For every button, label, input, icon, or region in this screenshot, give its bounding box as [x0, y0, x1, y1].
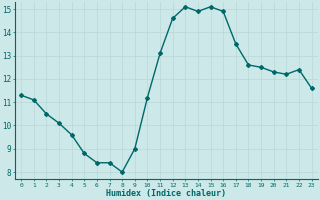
X-axis label: Humidex (Indice chaleur): Humidex (Indice chaleur): [106, 189, 226, 198]
